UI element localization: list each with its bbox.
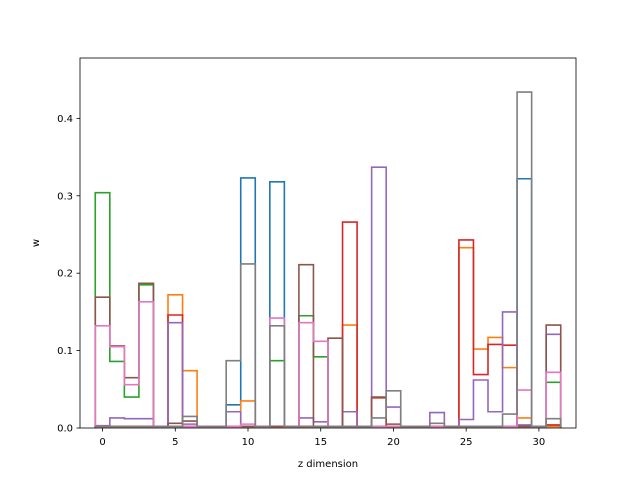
x-tick-label: 30 xyxy=(533,437,546,448)
x-tick-label: 20 xyxy=(387,437,400,448)
x-axis-label: z dimension xyxy=(298,459,358,470)
x-tick-label: 5 xyxy=(172,437,178,448)
y-tick-label: 0.1 xyxy=(57,346,73,357)
y-tick-label: 0.3 xyxy=(57,191,73,202)
plot-series-layer xyxy=(94,91,562,428)
y-tick-label: 0.0 xyxy=(57,424,73,435)
step-series-8 xyxy=(94,91,562,428)
x-axis: 0 5 10 15 20 25 30 xyxy=(99,428,545,448)
y-axis-label: w xyxy=(31,239,42,247)
y-axis: 0.0 0.1 0.2 0.3 0.4 xyxy=(57,114,80,435)
x-tick-label: 25 xyxy=(460,437,473,448)
y-tick-label: 0.2 xyxy=(57,269,73,280)
axes-frame xyxy=(79,57,577,429)
x-tick-label: 15 xyxy=(314,437,327,448)
y-tick-label: 0.4 xyxy=(57,114,73,125)
x-tick-label: 0 xyxy=(99,437,105,448)
x-tick-label: 10 xyxy=(242,437,255,448)
